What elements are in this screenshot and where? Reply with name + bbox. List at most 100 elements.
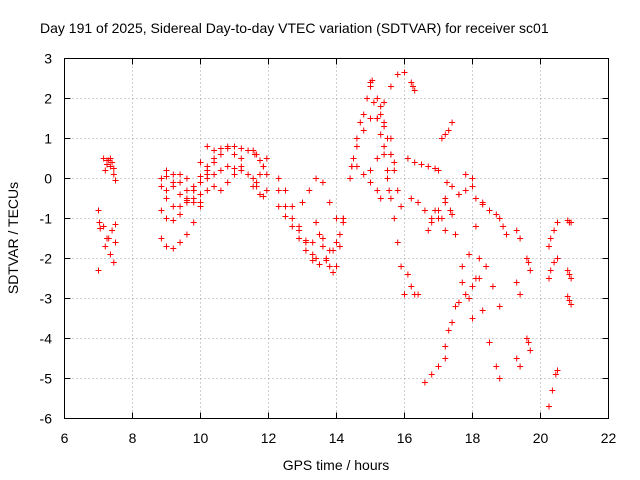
data-point-marker	[340, 219, 347, 226]
data-point-marker	[517, 235, 524, 242]
data-point-marker	[110, 259, 117, 266]
data-point-marker	[238, 155, 245, 162]
data-point-marker	[466, 251, 473, 258]
y-tick-label: 0	[44, 171, 52, 187]
data-point-marker	[306, 187, 313, 194]
data-point-marker	[302, 237, 309, 244]
data-point-marker	[445, 127, 452, 134]
data-point-marker	[217, 167, 224, 174]
data-point-marker	[367, 179, 374, 186]
x-tick-label: 10	[193, 430, 209, 446]
data-point-marker	[257, 157, 263, 164]
data-point-marker	[217, 145, 224, 152]
data-point-marker	[263, 171, 270, 178]
y-axis-label: SDTVAR / TECUs	[5, 182, 21, 294]
data-point-marker	[517, 291, 524, 298]
data-point-marker	[112, 221, 119, 228]
data-point-marker	[384, 175, 391, 182]
data-point-marker	[323, 255, 330, 262]
data-point-marker	[313, 175, 320, 182]
data-point-marker	[302, 247, 309, 254]
data-point-marker	[425, 227, 432, 234]
data-point-marker	[374, 155, 381, 162]
data-point-marker	[112, 239, 119, 246]
data-point-marker	[415, 199, 422, 206]
data-point-marker	[289, 203, 296, 210]
data-point-marker	[552, 371, 559, 378]
data-point-marker	[408, 283, 415, 290]
data-point-marker	[177, 203, 184, 210]
data-point-marker	[435, 167, 442, 174]
data-point-marker	[158, 183, 165, 190]
data-point-marker	[367, 79, 374, 86]
data-point-marker	[177, 171, 184, 178]
data-point-marker	[377, 103, 384, 110]
data-point-marker	[462, 187, 469, 194]
x-tick-label: 18	[465, 430, 481, 446]
data-point-marker	[554, 219, 561, 226]
data-point-marker	[158, 207, 165, 214]
data-point-marker	[377, 111, 384, 118]
data-point-marker	[442, 195, 449, 202]
data-point-marker	[381, 99, 388, 106]
data-point-marker	[421, 207, 428, 214]
data-point-marker	[428, 371, 435, 378]
data-point-marker	[197, 173, 204, 180]
data-point-marker	[398, 203, 405, 210]
data-point-marker	[163, 173, 170, 180]
data-point-marker	[177, 191, 184, 198]
data-point-marker	[442, 131, 449, 138]
data-point-marker	[296, 235, 303, 242]
x-tick-label: 6	[61, 430, 69, 446]
data-point-marker	[326, 263, 333, 270]
data-point-marker	[102, 243, 109, 250]
data-point-marker	[211, 171, 218, 178]
data-point-marker	[442, 227, 449, 234]
data-point-marker	[211, 155, 218, 162]
data-point-marker	[183, 175, 190, 182]
data-point-marker	[394, 239, 401, 246]
data-point-marker	[107, 155, 114, 162]
data-point-marker	[183, 197, 190, 204]
data-point-marker	[360, 171, 367, 178]
data-point-marker	[374, 187, 381, 194]
data-point-marker	[513, 227, 520, 234]
data-point-marker	[483, 263, 490, 270]
data-point-marker	[170, 245, 177, 252]
data-point-marker	[282, 187, 289, 194]
data-point-marker	[377, 131, 384, 138]
data-point-marker	[347, 175, 354, 182]
data-point-marker	[309, 257, 316, 264]
data-point-marker	[432, 165, 439, 172]
x-tick-labels: 6 8 10 12 14 16 18 20 22	[61, 430, 617, 446]
data-point-marker	[163, 195, 170, 202]
data-point-marker	[401, 291, 408, 298]
data-point-marker	[394, 71, 401, 78]
data-point-marker	[326, 247, 333, 254]
data-point-marker	[105, 235, 112, 242]
data-point-marker	[415, 291, 422, 298]
x-tick-label: 8	[129, 430, 137, 446]
data-point-marker	[177, 211, 184, 218]
data-point-marker	[546, 275, 552, 282]
data-point-marker	[112, 177, 119, 184]
data-point-marker	[381, 119, 388, 126]
data-point-marker	[387, 195, 394, 202]
data-point-marker	[96, 219, 103, 226]
data-point-marker	[316, 231, 323, 238]
data-point-marker	[568, 219, 575, 226]
data-point-marker	[109, 227, 116, 234]
data-point-marker	[455, 191, 462, 198]
data-point-marker	[459, 263, 466, 270]
data-point-marker	[425, 163, 432, 170]
data-point-marker	[250, 147, 257, 154]
data-point-marker	[452, 231, 459, 238]
data-point-marker	[253, 151, 260, 158]
data-point-marker	[309, 251, 316, 258]
data-point-marker	[469, 315, 476, 322]
data-point-marker	[435, 207, 442, 214]
data-point-marker	[260, 163, 267, 170]
data-point-marker	[489, 283, 496, 290]
data-point-marker	[364, 95, 371, 102]
